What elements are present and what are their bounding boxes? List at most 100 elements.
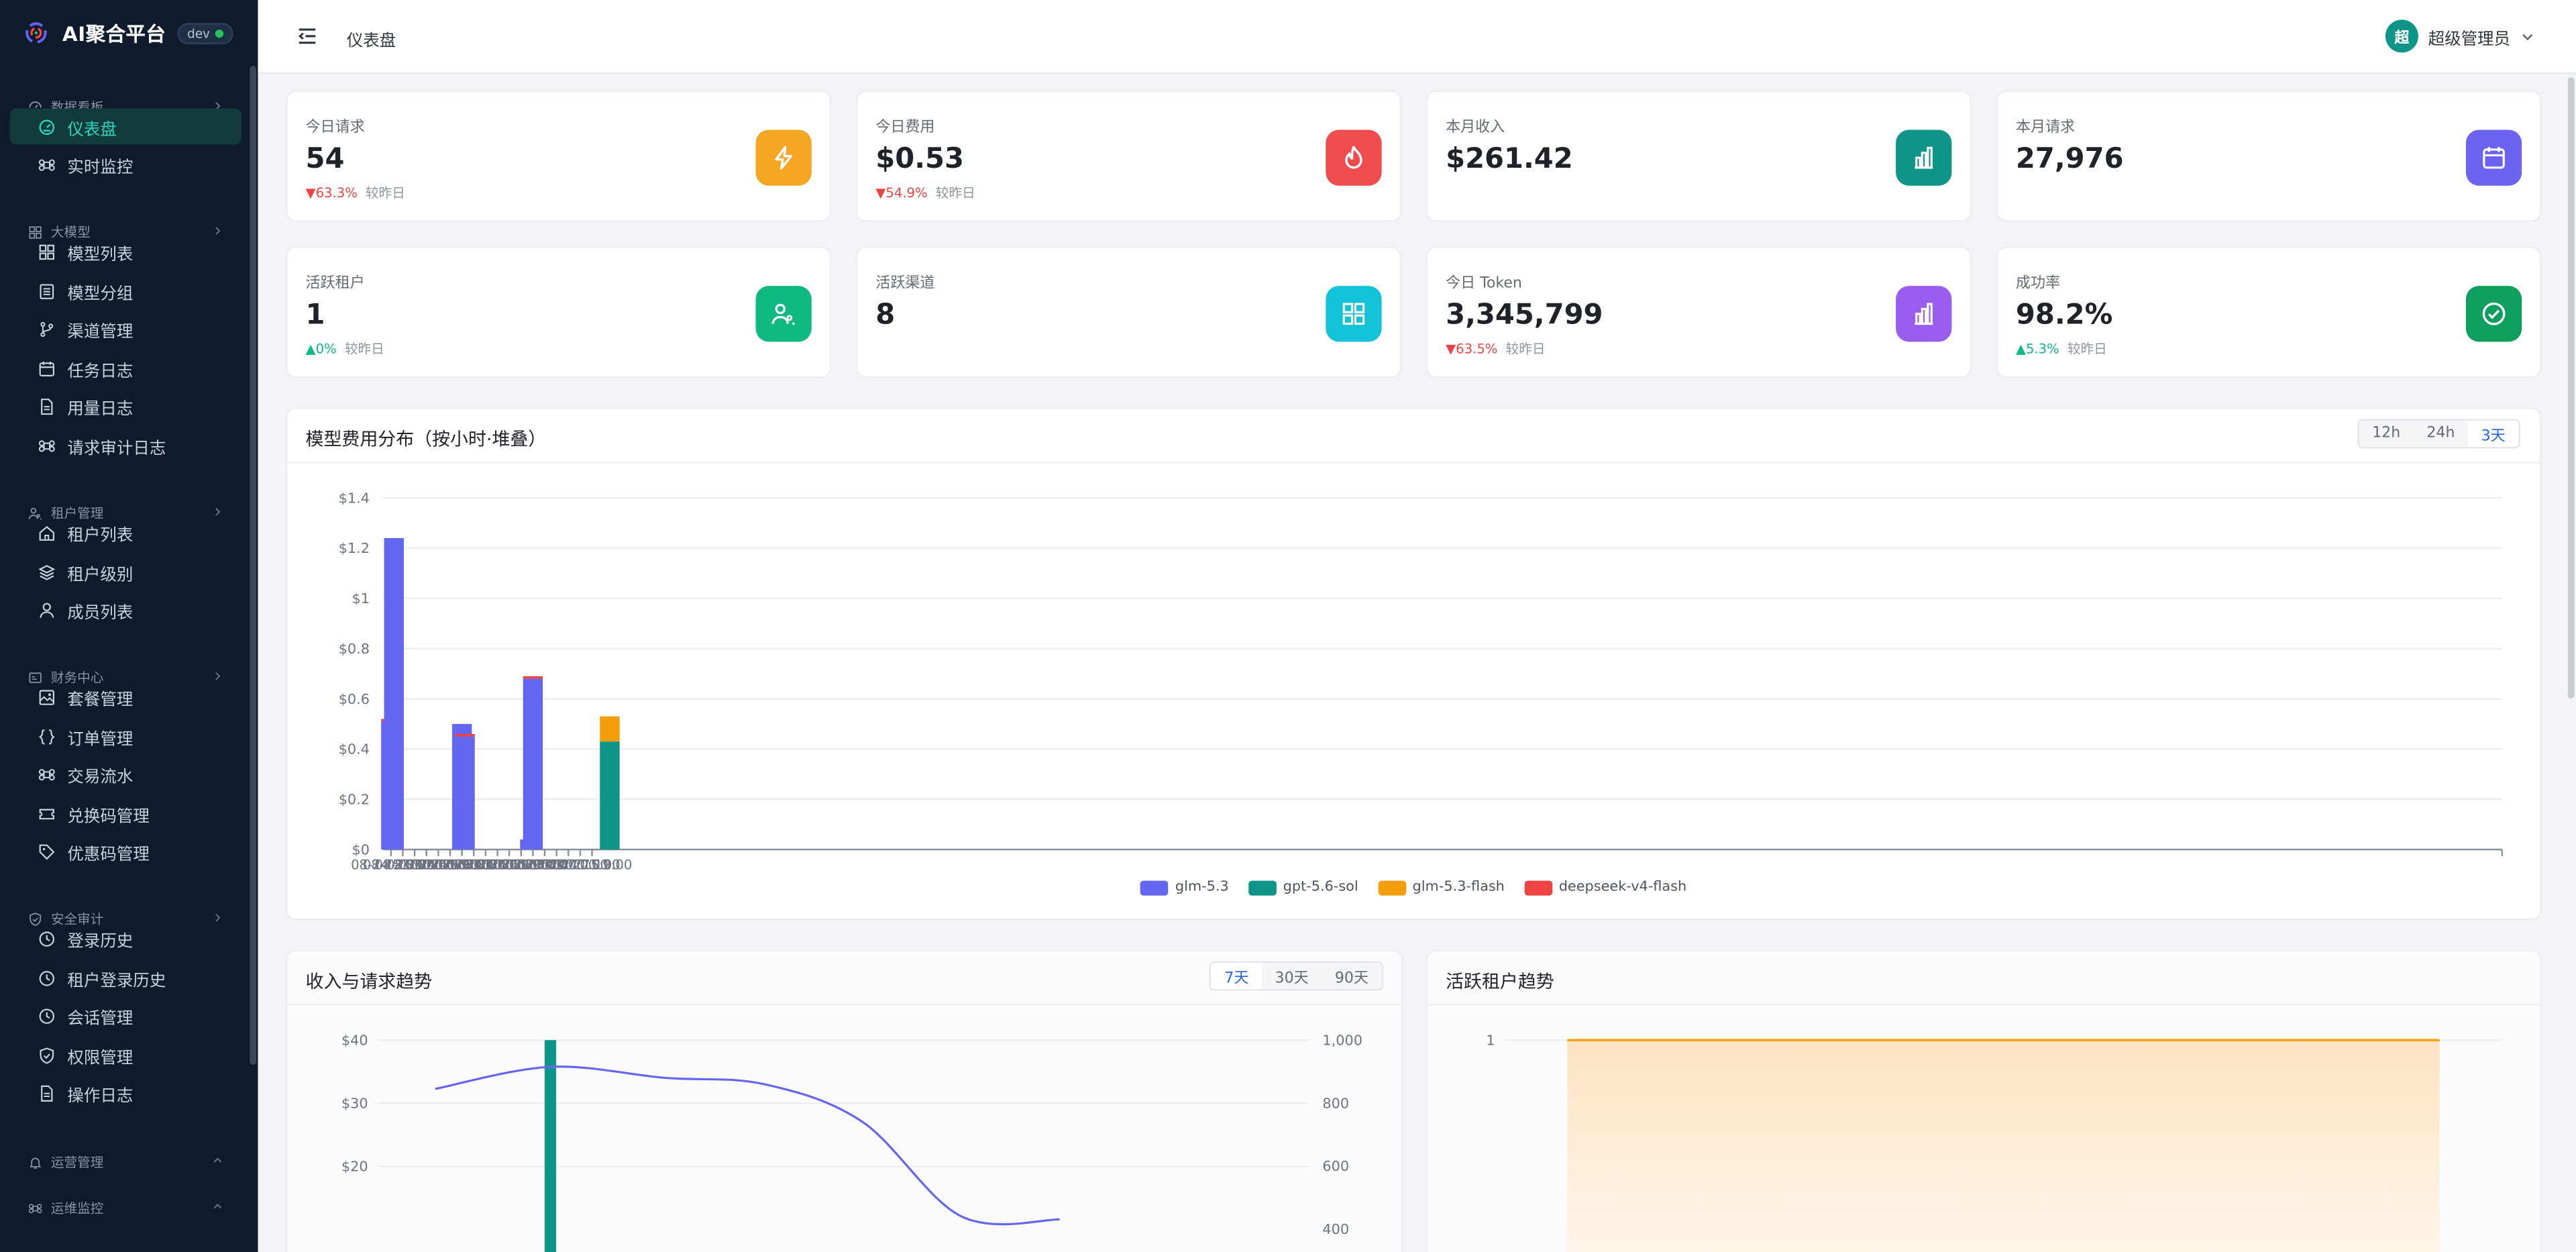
- sidebar-item-3-3[interactable]: 兑换码管理: [10, 795, 241, 831]
- users-icon: [28, 507, 42, 519]
- layers-icon: [38, 564, 56, 580]
- sidebar-item-1-3[interactable]: 任务日志: [10, 350, 241, 386]
- sidebar-item-3-4[interactable]: 优惠码管理: [10, 833, 241, 870]
- stat-label: 今日费用: [875, 119, 935, 137]
- legend-item[interactable]: deepseek-v4-flash: [1524, 879, 1686, 896]
- revenue-chart-panel: 收入与请求趋势 7天 30天 90天 $20 $30 $40 400 600 800 1,0…: [286, 949, 1403, 1252]
- y2-tick-label: 400: [1322, 1221, 1349, 1237]
- sidebar-item-4-4[interactable]: 操作日志: [10, 1075, 241, 1111]
- sidebar-item-0-1[interactable]: 实时监控: [10, 146, 241, 182]
- sidebar-group-label: 安全审计: [50, 910, 104, 927]
- sidebar-group-4[interactable]: 安全审计: [0, 905, 250, 931]
- bar-segment-deepseek-v4-flash: [523, 676, 543, 679]
- sidebar-item-label: 权限管理: [67, 1049, 133, 1067]
- range-7d[interactable]: 7天: [1211, 963, 1263, 990]
- menu-collapse-icon[interactable]: [296, 25, 319, 48]
- sidebar-item-0-0[interactable]: 仪表盘: [9, 108, 242, 145]
- sidebar-item-label: 兑换码管理: [67, 807, 150, 826]
- revenue-chart: $20 $30 $40 400 600 800 1,000: [341, 1033, 1362, 1252]
- wallet-icon: [29, 672, 42, 682]
- sidebar-item-1-2[interactable]: 渠道管理: [10, 311, 241, 347]
- breadcrumb[interactable]: 仪表盘: [346, 32, 396, 51]
- sidebar-item-4-0[interactable]: 登录历史: [10, 920, 241, 956]
- image-icon: [39, 689, 54, 705]
- page-scrollbar[interactable]: [2567, 77, 2575, 698]
- sidebar-group-2[interactable]: 租户管理: [0, 499, 250, 525]
- stat-card[interactable]: 本月请求 27,976: [1996, 90, 2542, 222]
- stat-card[interactable]: 活跃渠道 8: [855, 246, 1401, 378]
- stat-icon-tile: [1326, 286, 1382, 342]
- brand-logo-icon: [25, 22, 47, 44]
- sidebar-item-1-1[interactable]: 模型分组: [10, 273, 241, 309]
- sidebar-item-label: 用量日志: [67, 400, 133, 419]
- revenue-bar: [544, 1040, 556, 1252]
- range-24h[interactable]: 24h: [2426, 425, 2455, 442]
- sidebar-item-1-4[interactable]: 用量日志: [10, 388, 241, 424]
- stat-card[interactable]: 今日费用 $0.53 ▼ 54.9% 较昨日: [855, 90, 1401, 222]
- range-90d[interactable]: 90天: [1334, 970, 1369, 987]
- legend-swatch: [1378, 880, 1406, 895]
- range-12h[interactable]: 12h: [2372, 425, 2401, 442]
- legend-item[interactable]: gpt-5.6-sol: [1248, 879, 1358, 896]
- grid-icon: [29, 225, 42, 238]
- sidebar-group-label: 大模型: [50, 224, 91, 240]
- stat-icon-tile: [2465, 286, 2522, 342]
- stat-card[interactable]: 成功率 98.2% ▲ 5.3% 较昨日: [1996, 246, 2542, 378]
- legend-item[interactable]: glm-5.3-flash: [1378, 879, 1505, 896]
- stat-label: 成功率: [2015, 276, 2061, 293]
- sidebar-group-1[interactable]: 大模型: [0, 219, 250, 245]
- legend-label: gpt-5.6-sol: [1283, 879, 1358, 896]
- document-icon: [41, 397, 53, 414]
- lightning-icon: [775, 146, 792, 170]
- stat-value: 54: [305, 143, 345, 176]
- sidebar-item-1-5[interactable]: 请求审计日志: [10, 427, 241, 464]
- cost-chart-panel: 模型费用分布（按小时·堆叠） 12h 24h 3天 $0 $0.2 $0.4 $0.6…: [286, 407, 2542, 921]
- y-tick-label: $0.8: [339, 641, 370, 657]
- range-30d[interactable]: 30天: [1275, 970, 1309, 987]
- y-tick-label: 1: [1486, 1033, 1495, 1049]
- clock-icon: [39, 1008, 54, 1023]
- stat-value: $261.42: [1446, 143, 1573, 176]
- sidebar-item-2-2[interactable]: 成员列表: [10, 592, 241, 628]
- x-tick-label: 08-27 15:00: [540, 857, 621, 873]
- stat-label: 活跃渠道: [875, 276, 935, 293]
- range-3d[interactable]: 3天: [2468, 420, 2519, 448]
- sidebar-item-4-2[interactable]: 会话管理: [10, 998, 241, 1034]
- sidebar-item-2-1[interactable]: 租户级别: [10, 554, 241, 590]
- stat-icon-tile: [1896, 129, 1952, 186]
- bar-segment-glm-5.3: [384, 537, 404, 850]
- users-icon: [771, 303, 796, 325]
- sidebar-item-label: 请求审计日志: [67, 439, 166, 458]
- stat-value: 1: [305, 299, 325, 332]
- user-menu[interactable]: 超 超级管理员: [2385, 19, 2535, 53]
- trend-value: 54.9%: [885, 185, 928, 201]
- x-tick-label: 08-25 11:00: [386, 857, 467, 873]
- sidebar-item-4-1[interactable]: 租户登录历史: [10, 959, 241, 996]
- sidebar-item-4-3[interactable]: 权限管理: [10, 1037, 241, 1073]
- sidebar-group-5[interactable]: 运营管理: [0, 1149, 250, 1175]
- bar-segment-deepseek-v4-flash: [455, 733, 475, 737]
- y-tick-label: $40: [341, 1033, 368, 1049]
- brand[interactable]: AI聚合平台 dev: [0, 0, 258, 66]
- stat-icon-tile: [2465, 129, 2522, 186]
- legend-item[interactable]: glm-5.3: [1140, 879, 1229, 896]
- stat-card[interactable]: 今日 Token 3,345,799 ▼ 63.5% 较昨日: [1426, 246, 1972, 378]
- sidebar-group-6[interactable]: 运维监控: [0, 1194, 250, 1220]
- calendar-icon: [2483, 147, 2505, 169]
- sidebar-item-2-0[interactable]: 租户列表: [10, 515, 241, 551]
- stat-card[interactable]: 活跃租户 1 ▲ 0% 较昨日: [286, 246, 832, 378]
- chevron-down-icon: [2522, 33, 2533, 40]
- sidebar-group-3[interactable]: 财务中心: [0, 664, 250, 690]
- sidebar-item-3-1[interactable]: 订单管理: [10, 718, 241, 754]
- tenant-chart-title: 活跃租户趋势: [1446, 971, 1554, 993]
- tag-icon: [39, 843, 55, 859]
- sidebar-item-1-0[interactable]: 模型列表: [10, 233, 241, 270]
- sidebar-item-3-2[interactable]: 交易流水: [10, 756, 241, 792]
- stat-card[interactable]: 今日请求 54 ▼ 63.3% 较昨日: [286, 90, 832, 222]
- sidebar-scrollbar[interactable]: [250, 65, 257, 1065]
- x-tick-label: 08-25 03:00: [363, 857, 443, 873]
- check-circle-icon: [2482, 302, 2506, 325]
- sidebar-item-3-0[interactable]: 套餐管理: [10, 678, 241, 715]
- stat-card[interactable]: 本月收入 $261.42: [1426, 90, 1972, 222]
